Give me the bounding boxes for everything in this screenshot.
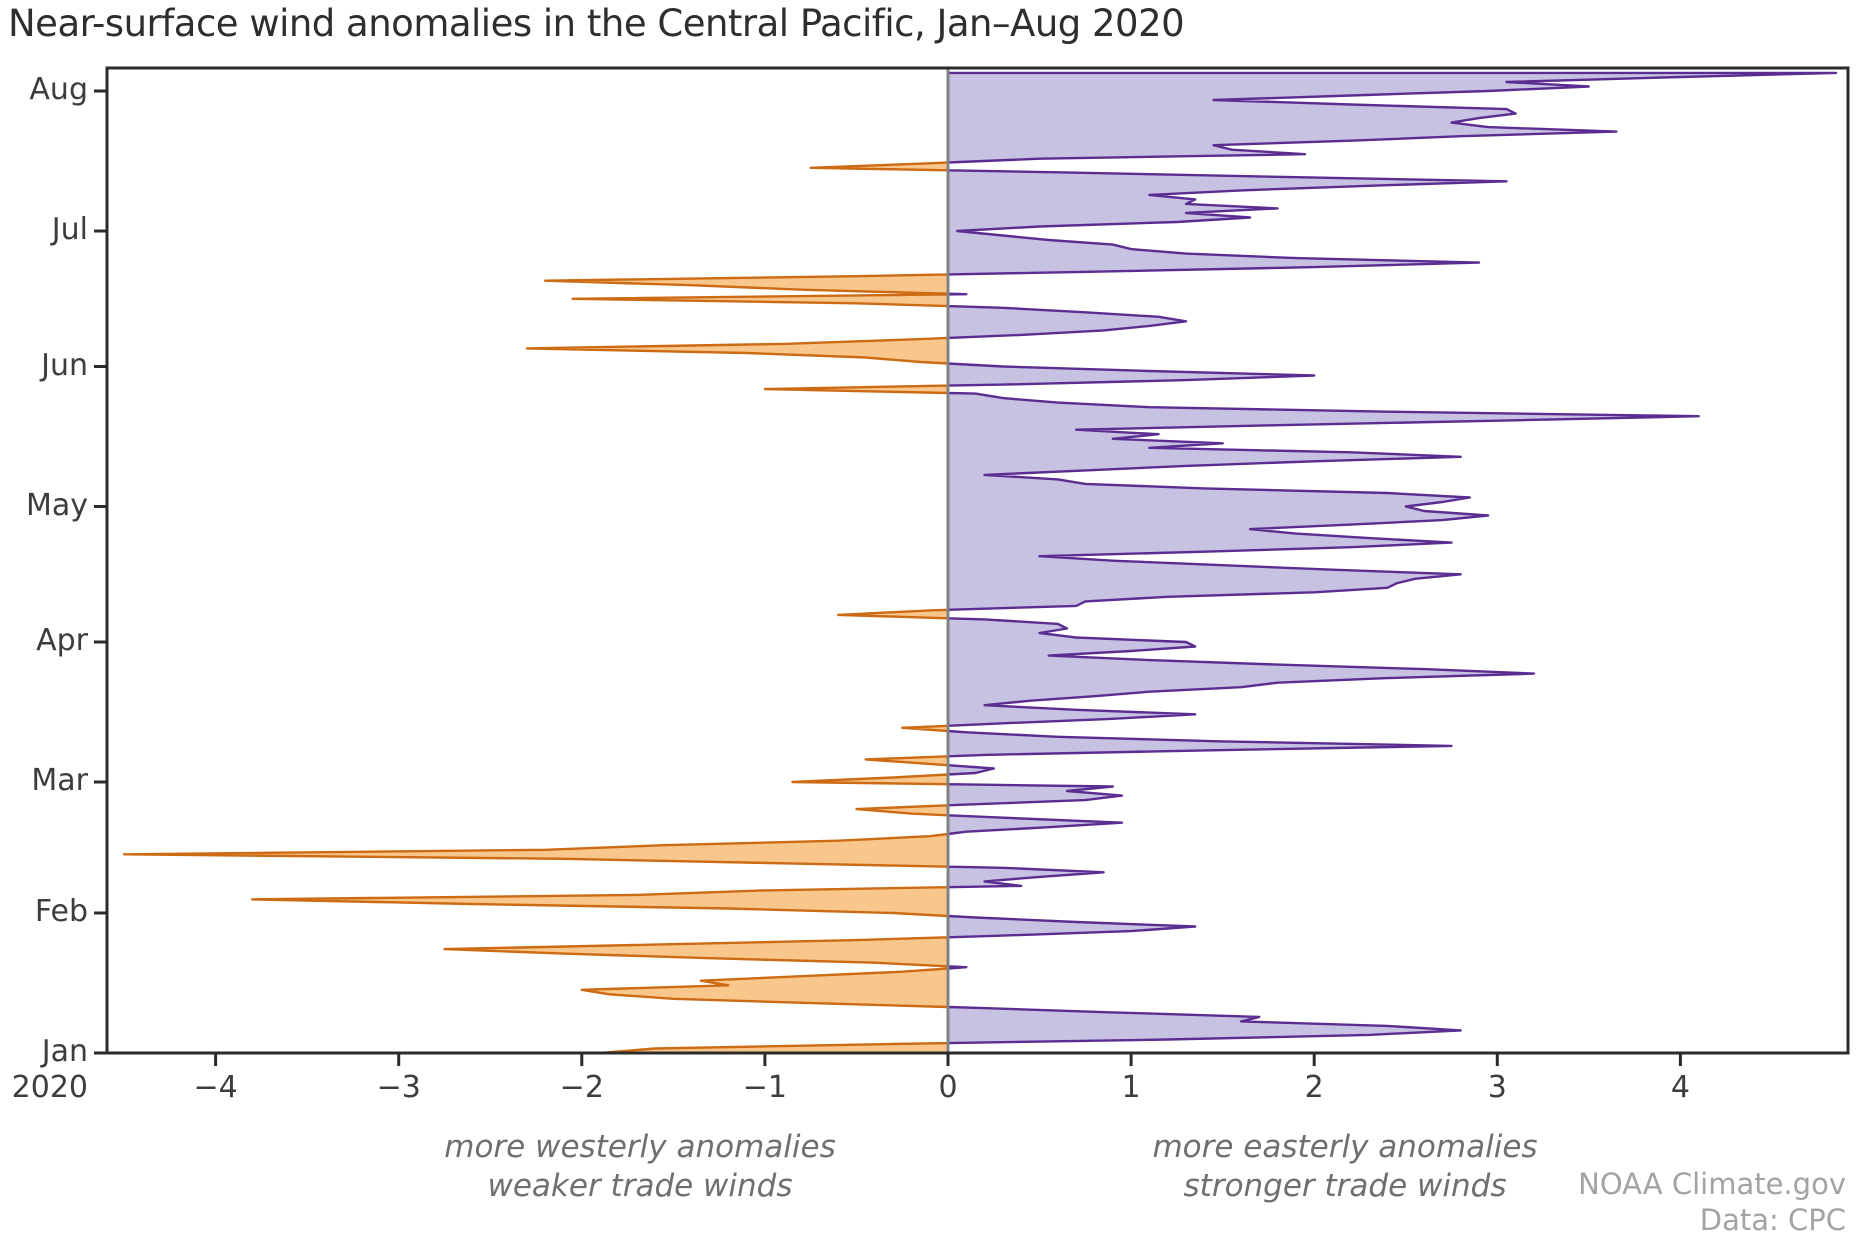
x-tick-label: −2 <box>559 1070 604 1105</box>
month-label-feb: Feb <box>34 893 88 929</box>
x-tick-label: −4 <box>193 1070 238 1105</box>
plot-border <box>105 66 1850 1055</box>
month-label-mar: Mar <box>31 763 88 798</box>
easterly-annotation-line2: stronger trade winds <box>1183 1168 1507 1204</box>
westerly-annotation-line2: weaker trade winds <box>487 1168 793 1204</box>
credit-source: NOAA Climate.gov <box>1578 1167 1846 1201</box>
year-label: 2020 <box>11 1070 88 1105</box>
credit-block: NOAA Climate.gov Data: CPC <box>1346 1166 1846 1238</box>
x-tick-label: −1 <box>742 1070 788 1105</box>
month-label-aug: Aug <box>29 72 88 107</box>
month-label-may: May <box>25 487 88 523</box>
easterly-annotation-line1: more easterly anomalies <box>1152 1129 1538 1165</box>
month-label-jan: Jan <box>41 1034 88 1069</box>
westerly-area-series <box>122 71 950 1055</box>
month-label-apr: Apr <box>36 623 88 658</box>
month-label-jun: Jun <box>41 347 88 383</box>
westerly-annotation: more westerly anomalies weaker trade win… <box>240 1128 1040 1206</box>
x-tick-label: 3 <box>1487 1070 1507 1105</box>
x-tick-label: 2 <box>1304 1070 1324 1105</box>
westerly-annotation-line1: more westerly anomalies <box>444 1129 836 1165</box>
easterly-annotation: more easterly anomalies stronger trade w… <box>945 1128 1745 1206</box>
x-tick-label: 4 <box>1670 1070 1690 1105</box>
x-tick-label: 1 <box>1121 1070 1141 1105</box>
easterly-area-series <box>946 71 1838 1055</box>
credit-data: Data: CPC <box>1699 1203 1846 1237</box>
chart-title: Near-surface wind anomalies in the Centr… <box>8 2 1185 45</box>
x-tick-label: −3 <box>376 1070 421 1105</box>
month-label-jul: Jul <box>51 212 88 247</box>
x-tick-label: 0 <box>938 1070 958 1105</box>
